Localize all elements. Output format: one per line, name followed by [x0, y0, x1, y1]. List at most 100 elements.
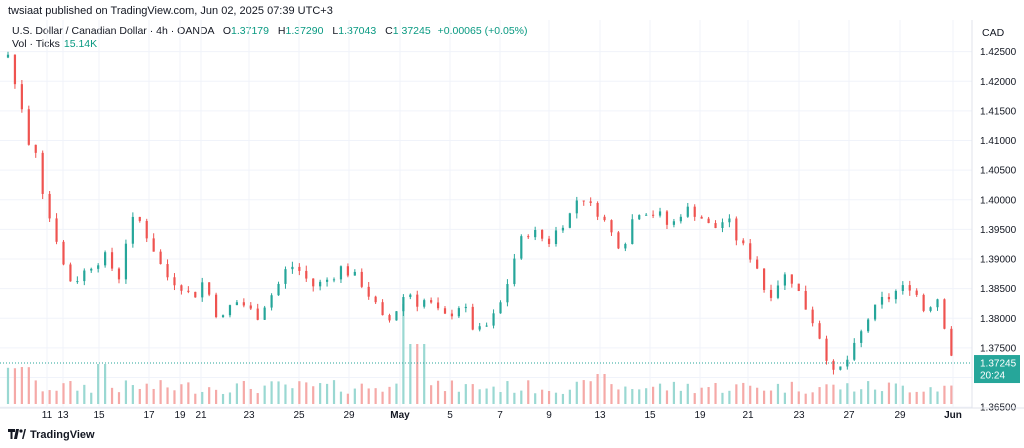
volume-bar: [180, 384, 183, 404]
volume-bar: [388, 386, 391, 404]
candle-body: [76, 281, 79, 283]
candle-body: [395, 311, 398, 321]
candle-body: [34, 144, 37, 153]
volume-bar: [700, 387, 703, 404]
candle-body: [582, 200, 585, 202]
volume-bar: [804, 393, 807, 404]
volume-bar: [360, 383, 363, 404]
candle-body: [568, 213, 571, 228]
time-tick-label: 13: [594, 410, 606, 421]
time-tick-label: 13: [57, 410, 69, 421]
candle-body: [832, 360, 835, 370]
candle-body: [936, 299, 939, 308]
volume-bar: [374, 388, 377, 404]
volume-bar: [346, 393, 349, 404]
candle-body: [423, 300, 426, 307]
volume-bar: [776, 383, 780, 404]
time-tick-label: Jun: [944, 410, 962, 421]
volume-bar: [561, 393, 565, 404]
candle-body: [846, 359, 849, 367]
candle-body: [887, 297, 891, 300]
volume-value: 15.14K: [63, 38, 98, 50]
volume-bar: [554, 392, 558, 404]
time-tick-label: May: [390, 410, 410, 421]
publish-line: twsiaat published on TradingView.com, Ju…: [8, 5, 333, 17]
candle-body: [908, 285, 911, 291]
volume-bar: [506, 381, 509, 404]
volume-bar: [534, 393, 537, 404]
candle-body: [554, 230, 558, 245]
volume-bar: [797, 391, 800, 404]
tradingview-footer[interactable]: TradingView: [8, 429, 95, 441]
symbol-name[interactable]: U.S. Dollar / Canadian Dollar · 4h · OAN…: [12, 25, 214, 37]
candle-body: [346, 266, 349, 276]
volume-bar: [624, 386, 627, 404]
volume-bar: [915, 391, 918, 404]
candle-body: [485, 325, 488, 327]
candle-body: [742, 240, 745, 244]
candle-body: [69, 264, 72, 282]
price-tick-label: 1.41500: [980, 106, 1017, 117]
time-tick-label: 19: [174, 410, 186, 421]
volume-label[interactable]: Vol · Ticks: [12, 38, 60, 50]
price-tick-label: 1.40000: [980, 195, 1017, 206]
candle-body: [319, 281, 322, 287]
candle-body: [360, 271, 363, 287]
price-tick-label: 1.40500: [980, 166, 1017, 177]
time-tick-label: 23: [793, 410, 805, 421]
volume-bar: [665, 390, 669, 404]
volume-bar: [749, 385, 752, 404]
volume-bar: [97, 364, 100, 404]
currency-label[interactable]: CAD: [982, 27, 1005, 39]
candle-body: [541, 230, 544, 239]
volume-bar: [83, 384, 86, 404]
candle-body: [270, 295, 273, 308]
candle-body: [173, 277, 176, 286]
candle-body: [749, 243, 752, 260]
volume-bar: [492, 386, 495, 404]
volume-bar: [402, 304, 405, 404]
symbol-legend: U.S. Dollar / Canadian Dollar · 4h · OAN…: [12, 25, 528, 37]
volume-bar: [423, 344, 426, 404]
volume-bar: [527, 380, 530, 404]
volume-bar: [381, 391, 384, 404]
volume-bar: [298, 381, 301, 404]
volume-bar: [20, 367, 23, 404]
time-tick-label: 11: [42, 410, 53, 421]
candle-body: [860, 331, 863, 343]
candle-body: [950, 328, 953, 356]
candle-body: [208, 282, 211, 295]
candle-body: [166, 264, 169, 278]
volume-bar: [762, 390, 766, 404]
candle-body: [201, 282, 204, 298]
time-tick-label: 29: [894, 410, 906, 421]
volume-bar: [471, 384, 474, 404]
candle-body: [853, 342, 856, 360]
candle-body: [672, 221, 676, 225]
tradingview-logo-icon: [8, 429, 26, 439]
volume-bar: [41, 391, 44, 404]
price-tick-label: 1.37500: [980, 343, 1017, 354]
volume-bar: [228, 392, 232, 404]
low-label: L: [332, 25, 339, 37]
candle-body: [48, 193, 51, 219]
low-value: 1.37043: [338, 25, 377, 37]
volume-bar: [520, 390, 523, 404]
candle-body: [700, 216, 703, 219]
candle-body: [658, 211, 662, 216]
volume-bar: [395, 383, 398, 404]
candle-body: [769, 289, 773, 298]
volume-bar: [894, 383, 897, 404]
volume-bar: [173, 390, 176, 404]
volume-bar: [249, 388, 252, 404]
volume-bar: [270, 381, 273, 404]
candle-body: [436, 302, 440, 309]
close-label: C: [385, 25, 393, 37]
volume-bar: [208, 387, 211, 404]
volume-bar: [645, 388, 648, 404]
volume-bar: [686, 383, 689, 404]
volume-bar: [880, 391, 884, 404]
candle-body: [499, 302, 502, 314]
open-value: 1.37179: [231, 25, 269, 37]
